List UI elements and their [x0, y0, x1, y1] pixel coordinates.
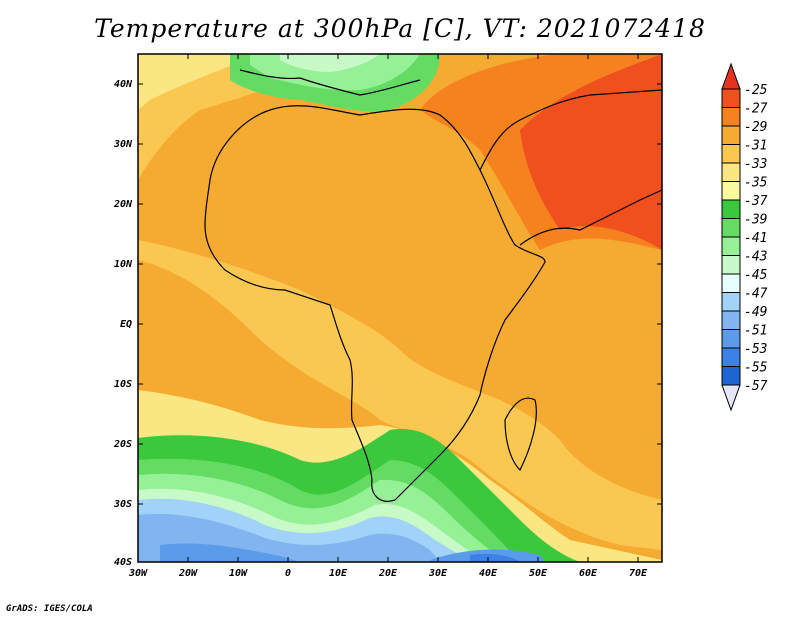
- colorbar-swatch: [721, 347, 741, 367]
- lon-label: 10E: [329, 568, 348, 579]
- temperature-field: [138, 54, 662, 562]
- colorbar-label: -29: [744, 120, 767, 135]
- colorbar-label: -43: [744, 250, 767, 265]
- colorbar-swatch: [721, 199, 741, 219]
- colorbar-swatch: [721, 144, 741, 164]
- colorbar-swatch: [721, 310, 741, 330]
- colorbar-label: -27: [744, 102, 768, 117]
- lat-label: 30S: [113, 499, 132, 510]
- lon-label: 0: [285, 568, 291, 579]
- colorbar-label: -45: [744, 268, 768, 283]
- colorbar-swatch: [721, 366, 741, 386]
- coastlines: [204, 69, 662, 502]
- colorbar-swatch: [721, 107, 741, 127]
- colorbar-swatch: [721, 292, 741, 312]
- colorbar-label: -51: [744, 324, 767, 339]
- colorbar: -25 -27 -29 -31 -33 -35 -37 -39 -41 -43 -45 -47 -49 -…: [721, 62, 768, 412]
- colorbar-label: -57: [744, 379, 768, 394]
- colorbar-swatch: [721, 162, 741, 182]
- colorbar-label: -33: [744, 157, 767, 172]
- colorbar-top-arrow: [721, 62, 741, 90]
- colorbar-swatch: [721, 255, 741, 275]
- colorbar-label: -53: [744, 342, 767, 357]
- lon-label: 20E: [378, 568, 398, 579]
- map-frame: [137, 53, 663, 563]
- colorbar-label: -25: [744, 83, 768, 98]
- colorbar-swatch: [721, 329, 741, 349]
- colorbar-bottom-arrow: [721, 384, 741, 412]
- colorbar-label: -55: [744, 361, 768, 376]
- longitude-axis: 30W 20W 10W 0 10E 20E 30E 40E 50E 60E 70E: [128, 54, 648, 579]
- colorbar-label: -49: [744, 305, 767, 320]
- credit-text: GrADS: IGES/COLA: [6, 604, 93, 614]
- lon-label: 60E: [579, 568, 598, 579]
- colorbar-label: -37: [744, 194, 768, 209]
- colorbar-swatch: [721, 88, 741, 108]
- lon-label: 40E: [479, 568, 498, 579]
- colorbar-swatch: [721, 236, 741, 256]
- lat-label: 10S: [114, 379, 132, 390]
- latitude-axis: 40N 30N 20N 10N EQ 10S 20S 30S 40S: [113, 79, 662, 568]
- lat-label: 10N: [114, 259, 133, 270]
- lat-label: 20S: [113, 439, 132, 450]
- colorbar-label: -35: [744, 176, 768, 191]
- colorbar-label: -39: [744, 213, 767, 228]
- lon-label: 30W: [128, 568, 148, 579]
- lat-label: 40S: [114, 557, 132, 568]
- colorbar-swatch: [721, 218, 741, 238]
- colorbar-label: -47: [744, 287, 768, 302]
- lon-label: 20W: [178, 568, 198, 579]
- map-title: Temperature at 300hPa [C], VT: 202107241…: [94, 14, 706, 43]
- lon-label: 70E: [629, 568, 648, 579]
- lon-label: 50E: [529, 568, 548, 579]
- lat-label: 30N: [113, 139, 133, 150]
- colorbar-label: -31: [744, 139, 767, 154]
- colorbar-swatch: [721, 181, 741, 201]
- lon-label: 30E: [428, 568, 448, 579]
- colorbar-label: -41: [744, 231, 767, 246]
- lat-label: 20N: [113, 199, 133, 210]
- colorbar-swatch: [721, 273, 741, 293]
- lat-label: 40N: [114, 79, 133, 90]
- lon-label: 10W: [229, 568, 248, 579]
- colorbar-swatch: [721, 125, 741, 145]
- lat-label: EQ: [120, 319, 132, 330]
